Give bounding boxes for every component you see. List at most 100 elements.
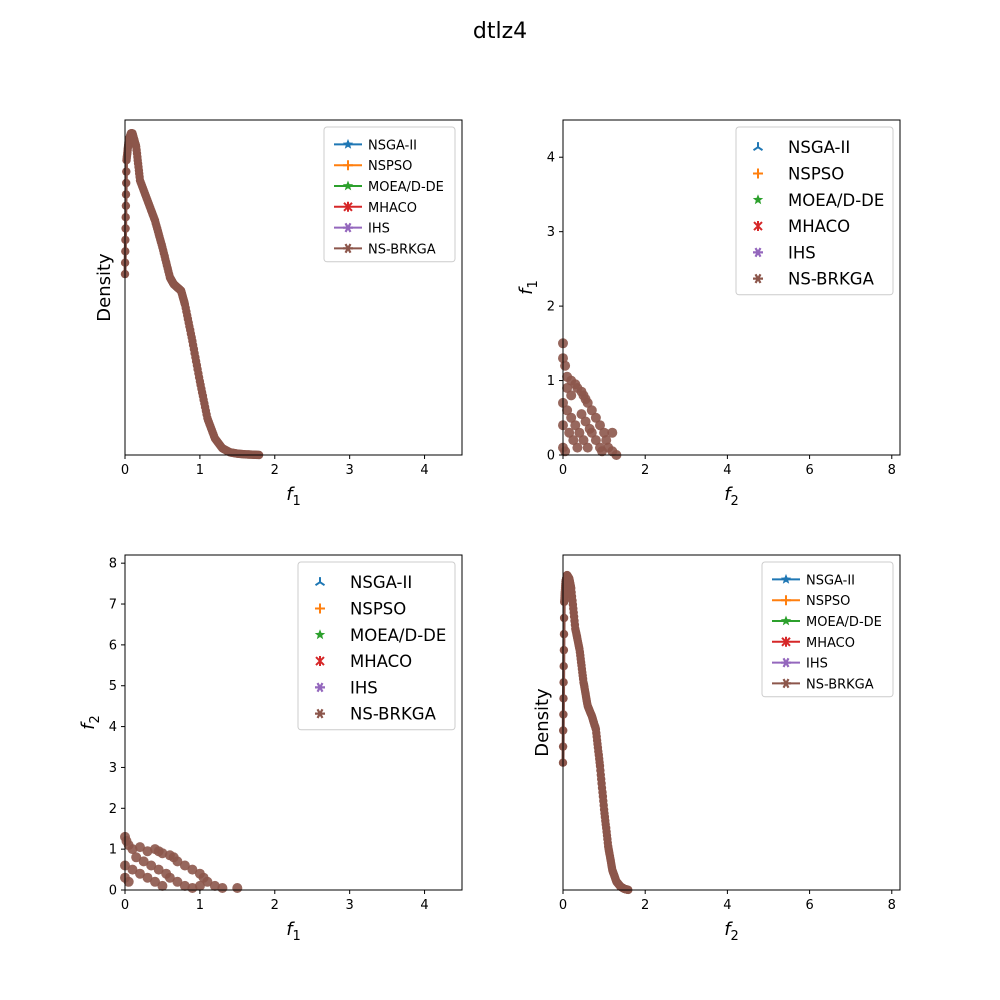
- x-tick-label: 4: [723, 898, 731, 913]
- y-tick-label: 1: [547, 374, 555, 389]
- data-point: [574, 427, 585, 438]
- curve-marker: [121, 190, 131, 199]
- y-tick-label: 4: [109, 720, 117, 735]
- legend-label: NSPSO: [368, 159, 412, 174]
- curve-marker: [122, 178, 131, 188]
- legend-marker: [781, 636, 791, 647]
- axes-frame: [562, 554, 901, 891]
- legend-label: IHS: [788, 243, 816, 262]
- x-tick-label: 4: [420, 463, 428, 478]
- legend-label: NS-BRKGA: [368, 242, 436, 257]
- y-tick-label: 3: [109, 761, 117, 776]
- x-tick-label: 0: [559, 463, 567, 478]
- y-tick-label: 0: [109, 884, 117, 899]
- data-point: [179, 860, 190, 871]
- legend-marker: [780, 573, 792, 584]
- data-point: [597, 446, 607, 457]
- legend-label: IHS: [368, 222, 390, 237]
- curve-marker: [559, 613, 569, 623]
- figure-title: dtlz4: [473, 19, 527, 44]
- axes-frame: [562, 119, 901, 456]
- y-axis-label: f1: [516, 280, 541, 295]
- legend-label: IHS: [350, 678, 378, 697]
- data-point: [590, 412, 601, 423]
- data-point: [564, 427, 575, 438]
- legend-marker: [315, 682, 325, 693]
- y-axis-label: Density: [532, 688, 553, 757]
- legend-label: MHACO: [368, 201, 417, 216]
- data-point: [562, 405, 573, 416]
- legend-marker: [780, 615, 792, 626]
- data-point: [157, 848, 168, 859]
- legend-label: NSGA-II: [350, 573, 412, 592]
- data-point: [131, 852, 142, 863]
- data-point: [584, 423, 595, 434]
- y-tick-label: 5: [109, 679, 117, 694]
- legend-label: NSPSO: [350, 599, 406, 618]
- x-tick-label: 2: [271, 463, 279, 478]
- x-tick-label: 1: [196, 898, 204, 913]
- data-point: [566, 390, 577, 401]
- legend-marker: [781, 657, 791, 668]
- data-point: [578, 435, 589, 446]
- legend-marker: [342, 180, 354, 191]
- axes-density-f2: 0 2 4 6 8 f2 Density NSGA-II NSPSO MOEA/D-DE MHACO…: [532, 554, 901, 944]
- axes-container: 0 1 2 3 4 f1 Density NSGA-II NSPSO MOEA/D-DE MHACO…: [78, 119, 901, 944]
- legend-box: [297, 561, 456, 731]
- curve-marker: [121, 213, 130, 222]
- y-tick-label: 1: [109, 843, 117, 858]
- data-point: [161, 868, 172, 879]
- x-tick-label: 3: [346, 898, 354, 913]
- data-point: [232, 883, 243, 893]
- x-tick-label: 4: [723, 463, 731, 478]
- legend-label: MOEA/D-DE: [806, 615, 882, 630]
- legend-marker: [342, 138, 354, 149]
- data-point: [157, 880, 168, 891]
- legend-label: IHS: [806, 657, 828, 672]
- legend-marker: [753, 273, 763, 284]
- legend: NSGA-II NSPSO MOEA/D-DE MHACO IHS NS-BRKGA: [323, 126, 456, 263]
- data-point: [172, 876, 183, 887]
- y-tick-label: 2: [109, 802, 117, 817]
- data-point: [572, 442, 583, 453]
- data-point: [570, 420, 581, 431]
- axes-density-f1: 0 1 2 3 4 f1 Density NSGA-II NSPSO MOEA/D-DE MHACO…: [94, 119, 463, 509]
- legend-label: MHACO: [806, 636, 855, 651]
- data-point: [138, 856, 149, 867]
- legend-label: MHACO: [788, 217, 850, 236]
- data-point: [135, 842, 145, 853]
- data-point: [601, 435, 612, 446]
- data-point: [187, 864, 198, 875]
- x-tick-label: 0: [121, 463, 129, 478]
- x-tick-label: 0: [121, 898, 129, 913]
- x-axis-label: f2: [724, 919, 739, 944]
- legend-marker: [752, 194, 764, 205]
- legend-box: [735, 126, 894, 296]
- data-point: [142, 872, 153, 883]
- legend-label: NSGA-II: [788, 138, 850, 157]
- x-tick-label: 0: [559, 898, 567, 913]
- x-tick-label: 2: [641, 898, 649, 913]
- curve-marker: [559, 678, 568, 687]
- data-point: [560, 360, 571, 371]
- legend: NSGA-II NSPSO MOEA/D-DE MHACO IHS NS-BRKGA: [735, 126, 894, 296]
- x-tick-label: 6: [805, 463, 813, 478]
- data-point: [217, 883, 228, 893]
- legend-label: NS-BRKGA: [350, 705, 437, 724]
- density-curve: [123, 131, 260, 457]
- x-tick-label: 4: [420, 898, 428, 913]
- y-axis-label: Density: [94, 253, 115, 322]
- y-tick-label: 4: [547, 151, 555, 166]
- legend-marker: [343, 201, 353, 212]
- y-tick-label: 3: [547, 225, 555, 240]
- data-point: [202, 876, 213, 887]
- data-point: [172, 856, 183, 867]
- legend: NSGA-II NSPSO MOEA/D-DE MHACO IHS NS-BRKGA: [761, 561, 894, 698]
- legend-marker: [752, 142, 764, 151]
- data-point: [127, 864, 138, 875]
- data-point: [607, 427, 618, 438]
- x-tick-label: 3: [346, 463, 354, 478]
- data-point: [153, 864, 164, 875]
- data-point: [576, 409, 587, 420]
